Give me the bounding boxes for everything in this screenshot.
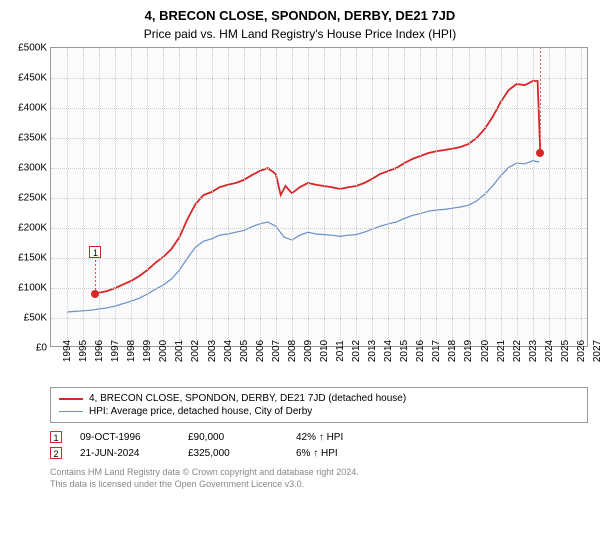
legend-row: HPI: Average price, detached house, City… — [59, 405, 579, 418]
chart-container: 4, BRECON CLOSE, SPONDON, DERBY, DE21 7J… — [0, 0, 600, 560]
point-price: £90,000 — [188, 432, 278, 443]
gridline-v — [581, 48, 582, 346]
legend-swatch — [59, 398, 83, 400]
y-tick-label: £200K — [3, 223, 47, 234]
y-tick-label: £400K — [3, 103, 47, 114]
gridline-v — [244, 48, 245, 346]
point-marker-box: 2 — [50, 447, 62, 459]
gridline-v — [533, 48, 534, 346]
y-tick-label: £500K — [3, 43, 47, 54]
chart-wrap: £0£50K£100K£150K£200K£250K£300K£350K£400… — [50, 47, 588, 381]
marker-points-table: 1 09-OCT-1996 £90,000 42% ↑ HPI 2 21-JUN-2024… — [50, 429, 588, 461]
gridline-v — [356, 48, 357, 346]
gridline-v — [565, 48, 566, 346]
y-tick-label: £450K — [3, 73, 47, 84]
y-axis-labels: £0£50K£100K£150K£200K£250K£300K£350K£400… — [3, 48, 47, 346]
point-date: 21-JUN-2024 — [80, 448, 170, 459]
gridline-v — [436, 48, 437, 346]
gridline-v — [517, 48, 518, 346]
footer-attribution: Contains HM Land Registry data © Crown c… — [50, 467, 588, 490]
series-line — [96, 81, 541, 294]
marker-label-box: 1 — [89, 246, 101, 258]
footer-line-2: This data is licensed under the Open Gov… — [50, 479, 588, 491]
gridline-v — [228, 48, 229, 346]
gridline-v — [131, 48, 132, 346]
point-date: 09-OCT-1996 — [80, 432, 170, 443]
gridline-v — [308, 48, 309, 346]
gridline-v — [485, 48, 486, 346]
gridline-v — [292, 48, 293, 346]
x-axis-labels: 1994199519961997199819992000200120022003… — [50, 347, 588, 381]
gridline-v — [196, 48, 197, 346]
legend-text: 4, BRECON CLOSE, SPONDON, DERBY, DE21 7J… — [89, 393, 406, 404]
y-tick-label: £0 — [3, 343, 47, 354]
gridline-v — [163, 48, 164, 346]
y-tick-label: £300K — [3, 163, 47, 174]
legend-row: 4, BRECON CLOSE, SPONDON, DERBY, DE21 7J… — [59, 392, 579, 405]
gridline-v — [372, 48, 373, 346]
gridline-v — [549, 48, 550, 346]
chart-subtitle: Price paid vs. HM Land Registry's House … — [0, 23, 600, 47]
gridline-v — [388, 48, 389, 346]
gridline-v — [115, 48, 116, 346]
gridline-v — [452, 48, 453, 346]
point-delta: 42% ↑ HPI — [296, 432, 386, 443]
chart-title: 4, BRECON CLOSE, SPONDON, DERBY, DE21 7J… — [0, 0, 600, 23]
gridline-v — [276, 48, 277, 346]
gridline-v — [99, 48, 100, 346]
legend: 4, BRECON CLOSE, SPONDON, DERBY, DE21 7J… — [50, 387, 588, 423]
point-row: 1 09-OCT-1996 £90,000 42% ↑ HPI — [50, 429, 588, 445]
gridline-v — [67, 48, 68, 346]
footer-line-1: Contains HM Land Registry data © Crown c… — [50, 467, 588, 479]
legend-swatch — [59, 411, 83, 412]
gridline-v — [469, 48, 470, 346]
gridline-v — [404, 48, 405, 346]
y-tick-label: £150K — [3, 253, 47, 264]
gridline-v — [212, 48, 213, 346]
gridline-v — [340, 48, 341, 346]
gridline-v — [324, 48, 325, 346]
marker-dot — [91, 290, 99, 298]
gridline-v — [179, 48, 180, 346]
y-tick-label: £350K — [3, 133, 47, 144]
y-tick-label: £50K — [3, 313, 47, 324]
y-tick-label: £100K — [3, 283, 47, 294]
x-tick-label: 2027 — [580, 340, 600, 362]
marker-dot — [536, 149, 544, 157]
point-marker-box: 1 — [50, 431, 62, 443]
gridline-v — [147, 48, 148, 346]
gridline-v — [83, 48, 84, 346]
gridline-v — [501, 48, 502, 346]
gridline-v — [260, 48, 261, 346]
point-delta: 6% ↑ HPI — [296, 448, 386, 459]
plot-area: £0£50K£100K£150K£200K£250K£300K£350K£400… — [50, 47, 588, 347]
legend-text: HPI: Average price, detached house, City… — [89, 406, 312, 417]
gridline-v — [420, 48, 421, 346]
point-row: 2 21-JUN-2024 £325,000 6% ↑ HPI — [50, 445, 588, 461]
point-price: £325,000 — [188, 448, 278, 459]
y-tick-label: £250K — [3, 193, 47, 204]
